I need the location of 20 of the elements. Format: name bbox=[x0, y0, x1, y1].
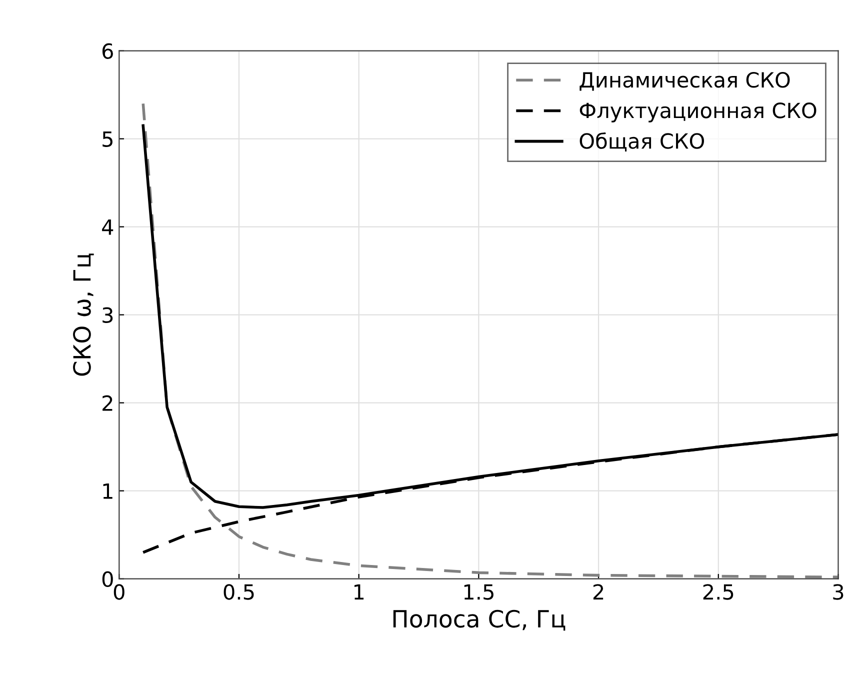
y-tick-label: 2 bbox=[102, 395, 112, 411]
y-axis-title: СКО ω, Гц bbox=[73, 254, 94, 376]
y-tick-label: 5 bbox=[102, 132, 112, 147]
x-tick-label: 1.5 bbox=[464, 584, 494, 600]
legend-label: Динамическая СКО bbox=[580, 72, 790, 91]
y-tick-label: 6 bbox=[102, 43, 113, 59]
x-tick-label: 0 bbox=[114, 584, 124, 600]
x-tick-label: 0.5 bbox=[224, 584, 254, 600]
x-tick-label: 2.5 bbox=[703, 584, 734, 600]
x-tick-label: 3 bbox=[833, 584, 844, 600]
x-tick-label: 2 bbox=[593, 584, 604, 600]
legend-label: Общая СКО bbox=[580, 132, 704, 152]
y-tick-label: 4 bbox=[102, 220, 114, 235]
y-tick-label: 1 bbox=[103, 484, 112, 499]
line-series bbox=[142, 102, 838, 578]
y-tick-label: 3 bbox=[102, 307, 113, 324]
x-tick-label: 1 bbox=[354, 584, 364, 600]
y-tick-label: 0 bbox=[102, 571, 113, 588]
legend-label: Флуктуационная СКО bbox=[580, 102, 816, 122]
x-axis-title: Полоса СС, Гц bbox=[393, 610, 566, 631]
